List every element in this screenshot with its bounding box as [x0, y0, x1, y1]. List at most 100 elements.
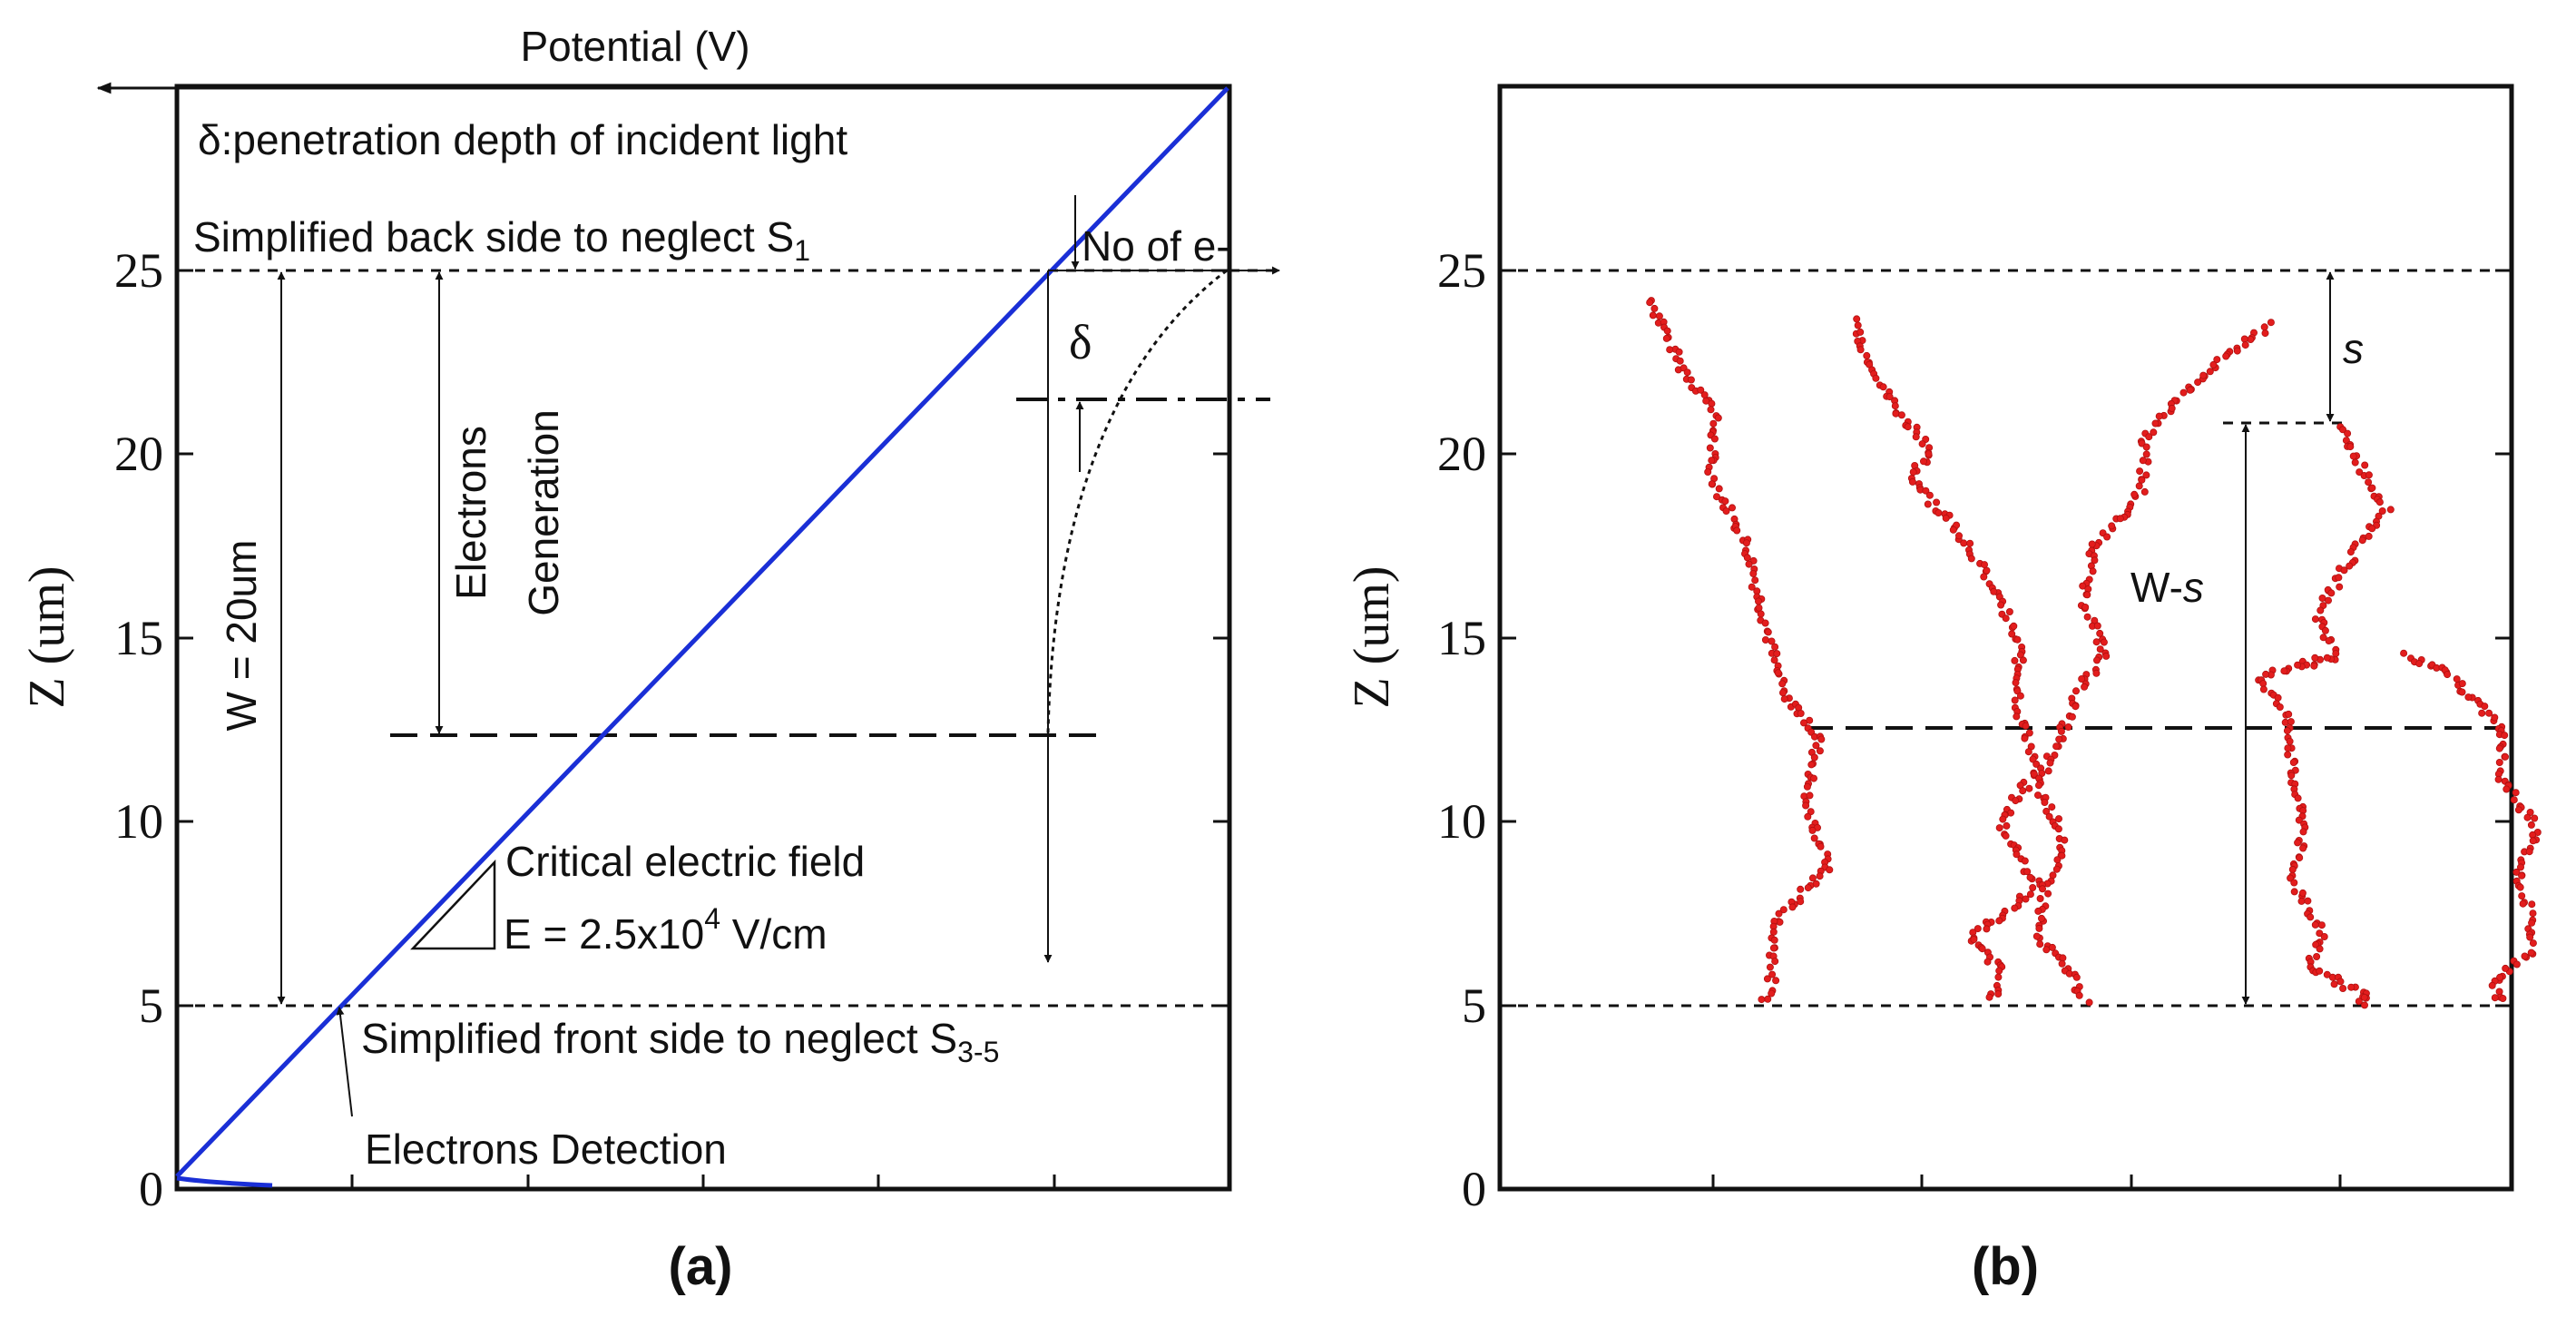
trajectory-point — [2368, 525, 2376, 533]
trajectory-point — [1980, 573, 1988, 581]
ytick-label: 10 — [114, 794, 163, 849]
trajectory-point — [1697, 386, 1705, 394]
trajectory-point — [2206, 368, 2214, 376]
trajectory-point — [2320, 933, 2328, 941]
w-minus-text: W- — [2130, 564, 2183, 611]
trajectory-point — [1872, 374, 1880, 382]
trajectory-point — [1810, 774, 1818, 782]
y-axis-label: Z (um) — [19, 565, 75, 708]
ytick-label: 20 — [1437, 427, 1486, 481]
trajectory-point — [2102, 652, 2111, 660]
trajectory-point — [2013, 713, 2021, 721]
critical-field-label-line1: Critical electric field — [505, 838, 865, 885]
trajectory-point — [2319, 634, 2327, 642]
delta-symbol: δ — [1069, 315, 1092, 369]
trajectory-point — [2079, 582, 2087, 590]
trajectory-point — [2360, 1001, 2368, 1009]
trajectory-point — [1994, 973, 2003, 981]
trajectory-point — [2089, 567, 2097, 575]
trajectory-point — [1676, 357, 1684, 365]
trajectory-point — [1960, 539, 1968, 547]
critical-field-triangle — [410, 859, 496, 950]
ytick-label: 25 — [1437, 243, 1486, 298]
trajectory-point — [2081, 604, 2090, 612]
trajectory-point — [1933, 498, 1941, 506]
trajectory-point — [2037, 914, 2045, 922]
trajectory-point — [2019, 787, 2027, 795]
trajectory-point — [2527, 821, 2535, 829]
trajectory-point — [1704, 468, 1712, 477]
trajectory-point — [2011, 696, 2019, 704]
trajectory-point — [2092, 656, 2101, 664]
trajectory-point — [2349, 452, 2357, 460]
trajectory-point — [1817, 842, 1825, 850]
trajectory-point — [2340, 566, 2348, 575]
trajectory-point — [2346, 562, 2354, 570]
trajectory-point — [2038, 885, 2046, 893]
trajectory-point — [2386, 506, 2395, 514]
trajectory-point — [2002, 831, 2010, 840]
back-side-label: Simplified back side to neglect S1 — [193, 213, 810, 267]
trajectory-point — [2075, 991, 2083, 999]
trajectory-point — [2168, 404, 2176, 412]
trajectory-point — [2247, 335, 2255, 343]
trajectory-point — [1715, 485, 1723, 493]
trajectory-point — [1763, 975, 1771, 983]
trajectory-point — [1766, 963, 1774, 971]
potential-line-foot — [176, 1175, 273, 1188]
trajectory-point — [1974, 925, 1982, 933]
detection-arrow — [336, 1007, 353, 1117]
trajectory-point — [1934, 509, 1943, 517]
trajectory-point — [1770, 656, 1778, 664]
trajectory-point — [1967, 555, 1975, 563]
trajectory-point — [2360, 993, 2368, 1001]
panel-b: 0 5 10 15 20 25 Z (um) s W-s (b) — [1344, 84, 2542, 1296]
trajectory-point — [2024, 748, 2032, 756]
trajectory-point — [2088, 540, 2096, 548]
trajectory-point — [1650, 304, 1659, 312]
trajectory-point — [2316, 929, 2324, 938]
ytick-label: 5 — [1462, 978, 1486, 1033]
trajectory-point — [2139, 457, 2147, 465]
trajectory-point — [2502, 964, 2510, 972]
trajectory-point — [2048, 943, 2056, 951]
trajectory-point — [2307, 913, 2315, 921]
ytick-label: 0 — [139, 1162, 163, 1216]
trajectory-point — [1662, 334, 1670, 342]
trajectory-point — [2013, 850, 2021, 859]
trajectory-point — [1806, 791, 1814, 800]
trajectory-point — [2055, 735, 2063, 743]
trajectory-point — [1663, 327, 1671, 335]
trajectory-point — [2022, 895, 2030, 903]
trajectory-point — [2526, 933, 2534, 941]
trajectory-point — [2529, 909, 2537, 918]
trajectory-point — [1708, 480, 1716, 488]
trajectory-point — [2081, 683, 2089, 691]
trajectory-point — [2286, 737, 2294, 745]
front-side-text: Simplified front side to neglect S — [361, 1015, 957, 1062]
trajectory-point — [1721, 497, 1729, 506]
ytick-label: 15 — [1437, 611, 1486, 665]
trajectory-point — [2002, 614, 2010, 623]
critical-field-label-line2: E = 2.5x104 V/cm — [504, 902, 828, 958]
trajectory-point — [1779, 689, 1788, 697]
trajectory-point — [2022, 722, 2030, 730]
trajectory-point — [2501, 752, 2509, 761]
trajectory-point — [2481, 703, 2489, 711]
trajectory-point — [2267, 319, 2275, 327]
trajectory-point — [1771, 643, 1779, 651]
trajectory-point — [1985, 993, 1993, 1001]
trajectory-point — [2083, 591, 2091, 599]
trajectory-point — [2324, 596, 2332, 605]
trajectory-point — [2041, 799, 2049, 807]
trajectory-point — [2519, 899, 2527, 908]
trajectory-point — [2058, 959, 2066, 968]
trajectory-point — [2518, 871, 2526, 880]
trajectory-point — [1743, 554, 1751, 562]
trajectory-point — [1925, 491, 1934, 499]
trajectory-point — [1649, 311, 1657, 319]
trajectory-point — [1742, 539, 1750, 547]
panel-a-xticks — [350, 1175, 1056, 1189]
trajectory-point — [2057, 727, 2065, 735]
trajectory-point — [2262, 670, 2270, 678]
